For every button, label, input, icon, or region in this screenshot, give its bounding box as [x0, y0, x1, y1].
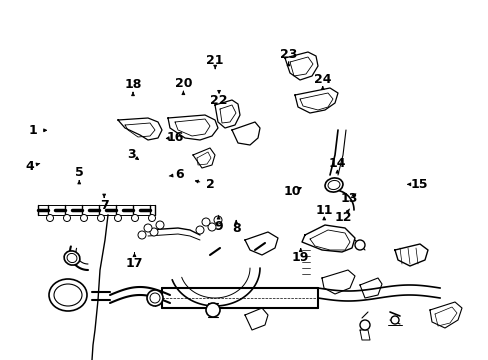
Circle shape	[196, 226, 203, 234]
Ellipse shape	[49, 279, 87, 311]
Circle shape	[63, 215, 70, 221]
Circle shape	[214, 216, 222, 224]
Text: 17: 17	[125, 257, 143, 270]
Circle shape	[148, 215, 155, 221]
Circle shape	[46, 215, 53, 221]
Circle shape	[156, 221, 163, 229]
Text: 1: 1	[29, 124, 38, 137]
Text: 21: 21	[206, 54, 224, 67]
Text: 14: 14	[328, 157, 346, 170]
Circle shape	[390, 316, 398, 324]
Text: 2: 2	[205, 178, 214, 191]
Text: 22: 22	[210, 94, 227, 107]
Text: 18: 18	[124, 78, 142, 91]
Circle shape	[147, 290, 163, 306]
Text: 6: 6	[175, 168, 184, 181]
Text: 5: 5	[75, 166, 83, 179]
Text: 8: 8	[231, 222, 240, 235]
Circle shape	[81, 215, 87, 221]
Text: 19: 19	[291, 251, 309, 264]
Circle shape	[97, 215, 104, 221]
Text: 16: 16	[166, 131, 183, 144]
Text: 15: 15	[410, 178, 427, 191]
Text: 4: 4	[25, 160, 34, 173]
Circle shape	[143, 224, 152, 232]
Circle shape	[150, 228, 158, 236]
Text: 13: 13	[340, 192, 358, 205]
Text: 24: 24	[313, 73, 331, 86]
Circle shape	[114, 215, 121, 221]
Text: 12: 12	[334, 211, 351, 224]
Text: 23: 23	[279, 48, 297, 60]
Text: 10: 10	[283, 185, 301, 198]
Circle shape	[205, 303, 220, 317]
Text: 7: 7	[100, 199, 108, 212]
Circle shape	[354, 240, 364, 250]
Ellipse shape	[325, 178, 342, 192]
Circle shape	[138, 231, 146, 239]
Circle shape	[202, 218, 209, 226]
Circle shape	[131, 215, 138, 221]
Text: 3: 3	[126, 148, 135, 161]
Circle shape	[359, 320, 369, 330]
Text: 9: 9	[214, 220, 223, 233]
Ellipse shape	[64, 251, 80, 265]
Text: 20: 20	[174, 77, 192, 90]
Text: 11: 11	[315, 204, 332, 217]
Circle shape	[207, 223, 216, 231]
